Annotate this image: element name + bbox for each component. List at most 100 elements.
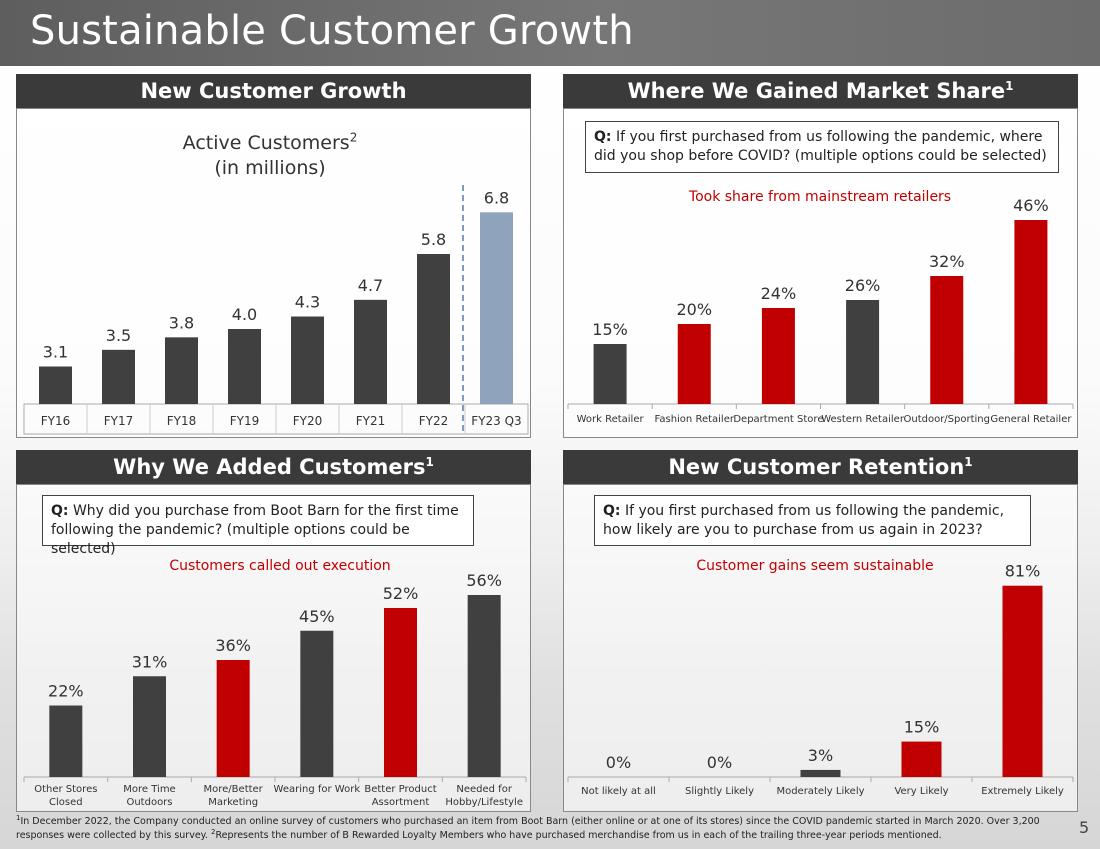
category-label: FY18 (167, 414, 197, 428)
footnote-part-1: In December 2022, the Company conducted … (16, 816, 1040, 841)
retention-header-sup: 1 (964, 455, 973, 469)
retention-callout: Customer gains seem sustainable (696, 558, 934, 574)
category-label: FY23 Q3 (471, 414, 521, 428)
market-share-question-box: Q: If you first purchased from us follow… (585, 121, 1059, 173)
bar (846, 300, 880, 404)
category-label: Other Stores (34, 784, 97, 795)
bar (467, 595, 501, 777)
category-label: FY16 (41, 414, 71, 428)
bar (761, 308, 795, 404)
growth-panel-header: New Customer Growth (16, 74, 531, 108)
why-header-text: Why We Added Customers (113, 455, 426, 479)
category-label: Very Likely (894, 786, 948, 797)
bar (417, 254, 450, 404)
footnote-sup-1: 1 (16, 813, 21, 822)
bar (354, 299, 387, 404)
category-label: Slightly Likely (685, 786, 754, 797)
bar (39, 366, 72, 404)
category-label: General Retailer (990, 414, 1072, 425)
data-label: 56% (466, 571, 502, 590)
bar (133, 676, 166, 777)
bar (300, 630, 334, 777)
retention-question-box: Q: If you first purchased from us follow… (594, 495, 1031, 546)
category-label: Wearing for Work (274, 784, 361, 795)
data-label: 36% (215, 636, 251, 655)
category-label: Assortment (372, 797, 430, 808)
category-label: FY20 (293, 414, 323, 428)
data-label: 3.1 (43, 343, 68, 362)
data-label: 0% (707, 753, 732, 772)
data-label: 31% (132, 652, 168, 671)
growth-chart-title: Active Customers2 (in millions) (120, 131, 420, 181)
bar (930, 276, 964, 404)
data-label: 26% (845, 276, 881, 295)
data-label: 5.8 (421, 230, 446, 249)
category-label: Outdoor/Sporting (903, 414, 990, 425)
category-label: Department Store (733, 414, 823, 425)
retention-question-text: If you first purchased from us following… (603, 503, 1005, 538)
category-label: FY21 (356, 414, 386, 428)
data-label: 20% (676, 300, 712, 319)
market-share-header-sup: 1 (1005, 79, 1014, 93)
bar (480, 212, 513, 404)
why-callout: Customers called out execution (169, 558, 391, 574)
bar (901, 741, 942, 777)
retention-question-prefix: Q: (603, 503, 621, 519)
data-label: 81% (1005, 562, 1041, 581)
retention-chart: 0% Not likely at all 0% Slightly Likely 3% Mo… (567, 562, 1074, 797)
data-label: 32% (929, 252, 965, 271)
growth-chart-title-line1: Active Customers (182, 132, 350, 154)
bar (800, 769, 841, 777)
category-label: Western Retailer (821, 414, 905, 425)
why-panel-header: Why We Added Customers1 (16, 450, 531, 484)
data-label: 0% (606, 753, 631, 772)
category-label: Better Product (364, 784, 436, 795)
category-label: Moderately Likely (776, 786, 864, 797)
category-label: More/Better (204, 784, 264, 795)
data-label: 15% (592, 320, 628, 339)
data-label: 46% (1013, 196, 1049, 215)
market-share-header-text: Where We Gained Market Share (627, 79, 1006, 103)
bar (102, 349, 135, 404)
category-label: Marketing (208, 797, 258, 808)
category-label: Outdoors (126, 797, 172, 808)
data-label: 3.5 (106, 326, 131, 345)
footnote: 1In December 2022, the Company conducted… (16, 813, 1066, 843)
market-share-question-text: If you first purchased from us following… (594, 129, 1047, 164)
why-chart: 22% Other Stores Closed 31% More Time Outdoor… (23, 571, 527, 808)
data-label: 4.3 (295, 293, 320, 312)
bar (291, 316, 324, 404)
market-share-question-prefix: Q: (594, 129, 612, 145)
data-label: 15% (904, 718, 940, 737)
market-share-panel-header: Where We Gained Market Share1 (563, 74, 1078, 108)
data-label: 24% (761, 284, 797, 303)
bar (216, 660, 250, 777)
bar (1002, 585, 1043, 777)
category-label: Needed for (456, 784, 512, 795)
footnote-sup-2: 2 (210, 827, 216, 836)
bar (165, 337, 198, 404)
footnote-part-2: Represents the number of B Rewarded Loya… (215, 830, 942, 841)
retention-panel-header: New Customer Retention1 (563, 450, 1078, 484)
page-number: 5 (1079, 818, 1090, 837)
data-label: 4.7 (358, 276, 383, 295)
bar (677, 324, 711, 404)
growth-header-text: New Customer Growth (140, 79, 407, 103)
growth-chart: 3.1 FY16 3.5 FY17 3.8 FY18 4.0 FY19 4.3 FY20 4.7 FY… (23, 185, 529, 435)
bar (49, 705, 83, 777)
bar (1014, 220, 1048, 404)
category-label: Not likely at all (581, 786, 656, 797)
why-question-box: Q: Why did you purchase from Boot Barn f… (42, 495, 474, 557)
market-share-chart: 15% Work Retailer 20% Fashion Retailer 24% De… (567, 196, 1074, 425)
category-label: FY19 (230, 414, 260, 428)
why-question-prefix: Q: (51, 503, 69, 519)
category-label: FY22 (419, 414, 449, 428)
category-label: FY17 (104, 414, 134, 428)
data-label: 52% (383, 584, 419, 603)
market-share-callout: Took share from mainstream retailers (688, 189, 952, 205)
category-label: Extremely Likely (981, 786, 1064, 797)
growth-chart-title-line2: (in millions) (214, 157, 326, 179)
category-label: Work Retailer (577, 414, 645, 425)
title-bar: Sustainable Customer Growth (0, 0, 1100, 66)
category-label: Hobby/Lifestyle (445, 797, 523, 808)
